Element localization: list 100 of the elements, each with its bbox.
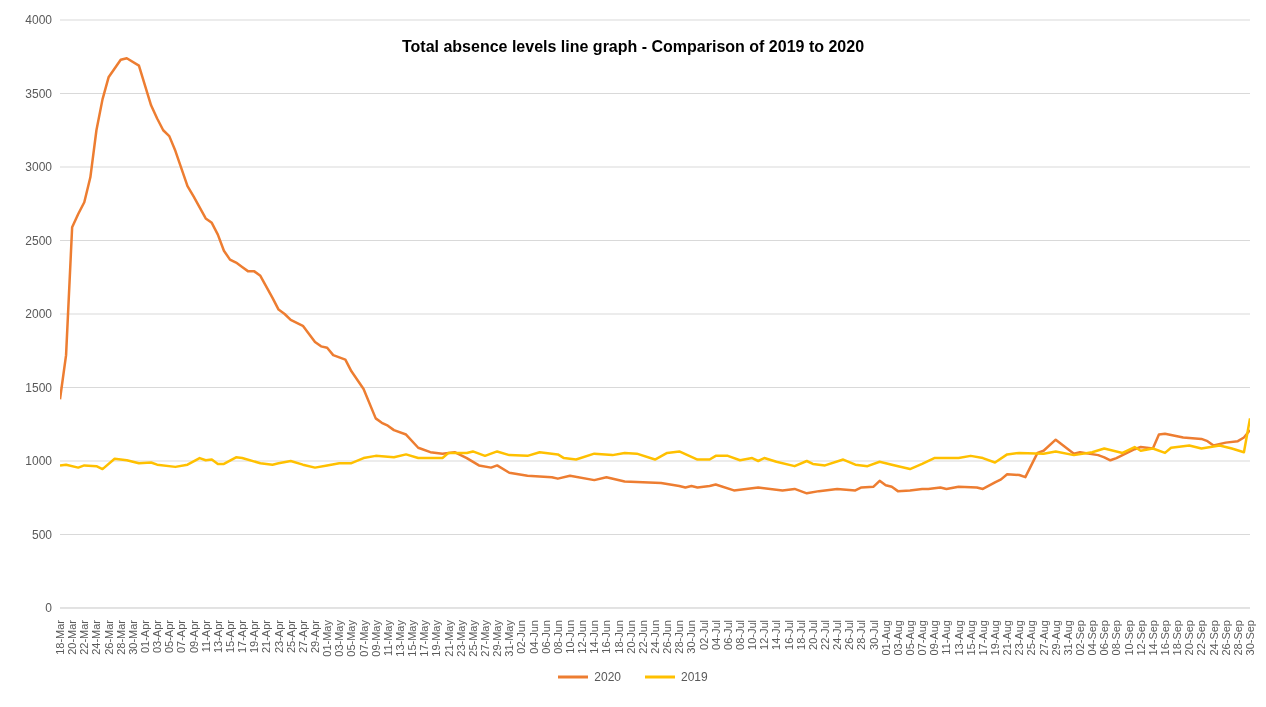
x-tick-label: 28-Jul	[855, 620, 868, 650]
x-tick-label: 06-Jun	[539, 620, 552, 654]
x-tick-label: 04-Sep	[1086, 620, 1099, 656]
y-tick-label: 2000	[25, 307, 53, 322]
line-series	[60, 56, 1250, 495]
x-tick-label: 10-Jul	[746, 620, 759, 650]
x-tick-label: 22-Jun	[636, 620, 649, 654]
x-tick-label: 22-Sep	[1195, 620, 1208, 656]
x-tick-label: 20-Sep	[1183, 620, 1196, 656]
x-tick-label: 05-Apr	[163, 619, 176, 654]
x-tick-label: 31-May	[503, 619, 516, 657]
x-tick-label: 25-Aug	[1025, 620, 1038, 656]
x-tick-label: 25-May	[466, 619, 479, 657]
x-tick-label: 03-Apr	[151, 619, 164, 654]
x-tick-label: 02-Sep	[1074, 620, 1086, 656]
x-tick-label: 23-May	[454, 619, 467, 657]
x-tick-label: 09-May	[369, 619, 382, 657]
x-tick-label: 27-Apr	[296, 619, 309, 654]
x-tick-label: 21-Aug	[1001, 620, 1014, 656]
y-tick-label: 1000	[25, 454, 53, 469]
x-tick-label: 24-Jul	[831, 620, 844, 650]
x-tick-label: 09-Aug	[928, 620, 941, 656]
x-tick-label: 09-Apr	[187, 619, 200, 654]
x-tick-label: 01-May	[321, 619, 334, 657]
x-tick-label: 22-Jul	[819, 620, 831, 650]
x-tick-label: 18-Jul	[794, 620, 807, 650]
x-tick-label: 17-May	[418, 619, 431, 657]
x-tick-label: 12-Jul	[758, 620, 771, 650]
x-tick-label: 19-May	[430, 619, 443, 657]
x-tick-label: 01-Apr	[139, 619, 151, 654]
x-tick-label: 16-Jul	[782, 620, 795, 650]
x-tick-label: 24-Mar	[90, 619, 103, 655]
x-tick-label: 02-Jun	[515, 620, 528, 654]
x-tick-label: 30-Jun	[685, 620, 698, 654]
x-tick-label: 19-Aug	[989, 620, 1001, 656]
x-tick-label: 08-Sep	[1110, 620, 1123, 656]
x-tick-label: 15-Aug	[964, 620, 977, 656]
x-tick-label: 01-Aug	[879, 620, 892, 656]
y-tick-label: 0	[45, 601, 53, 616]
x-tick-label: 23-Apr	[272, 619, 285, 654]
x-tick-label: 27-May	[479, 619, 491, 657]
line-series	[60, 417, 1250, 471]
x-tick-label: 14-Sep	[1146, 620, 1159, 656]
x-tick-label: 10-Jun	[564, 620, 576, 654]
x-tick-label: 30-Mar	[126, 619, 139, 655]
x-tick-label: 08-Jul	[734, 620, 746, 650]
y-tick-label: 2500	[25, 233, 53, 248]
x-tick-label: 26-Jun	[661, 620, 674, 654]
x-tick-label: 29-Aug	[1049, 620, 1062, 656]
x-tick-label: 13-Aug	[952, 620, 965, 656]
x-tick-label: 29-May	[491, 619, 504, 657]
x-tick-label: 13-Apr	[211, 619, 224, 654]
x-tick-label: 24-Jun	[649, 620, 661, 654]
x-tick-label: 11-May	[381, 619, 394, 656]
x-tick-label: 26-Mar	[102, 619, 115, 655]
x-tick-label: 11-Aug	[940, 620, 953, 655]
x-tick-label: 04-Jul	[709, 620, 722, 650]
x-tick-label: 07-Apr	[175, 619, 188, 654]
x-tick-label: 18-Sep	[1171, 620, 1184, 656]
x-tick-label: 19-Apr	[248, 619, 261, 654]
x-tick-label: 30-Sep	[1244, 620, 1256, 656]
y-tick-label: 3500	[25, 86, 53, 101]
x-tick-label: 15-May	[406, 619, 419, 657]
x-tick-label: 12-Jun	[576, 620, 589, 654]
x-tick-label: 06-Sep	[1098, 620, 1111, 656]
x-tick-label: 28-Sep	[1231, 620, 1244, 656]
x-tick-label: 28-Mar	[114, 619, 127, 655]
y-tick-label: 500	[31, 527, 53, 542]
y-tick-label: 1500	[25, 380, 53, 395]
x-tick-label: 06-Jul	[721, 620, 734, 650]
x-tick-label: 23-Aug	[1013, 620, 1026, 656]
x-tick-label: 29-Apr	[309, 619, 321, 654]
x-tick-label: 02-Jul	[697, 620, 710, 650]
x-tick-label: 03-May	[333, 619, 346, 657]
x-tick-label: 21-Apr	[260, 619, 273, 654]
x-tick-label: 11-Apr	[199, 619, 212, 653]
x-tick-label: 26-Jul	[843, 620, 856, 650]
x-tick-label: 07-May	[357, 619, 370, 657]
x-tick-label: 25-Apr	[284, 619, 297, 654]
x-tick-label: 04-Jun	[527, 620, 540, 654]
x-tick-label: 28-Jun	[673, 620, 686, 654]
x-tick-label: 05-Aug	[904, 620, 916, 656]
x-tick-label: 18-Mar	[54, 619, 66, 655]
x-tick-label: 17-Apr	[236, 619, 249, 654]
x-tick-label: 08-Jun	[551, 620, 564, 654]
x-tick-label: 17-Aug	[976, 620, 989, 656]
x-tick-label: 22-Mar	[78, 619, 91, 655]
x-tick-label: 31-Aug	[1061, 620, 1074, 656]
y-tick-label: 4000	[25, 13, 53, 28]
legend-label: 2020	[594, 670, 621, 684]
x-tick-label: 26-Sep	[1219, 620, 1232, 656]
x-tick-label: 24-Sep	[1207, 620, 1220, 656]
text: Total absence levels line graph - Comparison of 2019 to 2020	[400, 38, 866, 56]
x-tick-label: 20-Jul	[806, 620, 819, 650]
x-tick-label: 13-May	[394, 619, 406, 657]
x-tick-label: 21-May	[442, 619, 455, 657]
x-tick-label: 16-Jun	[600, 620, 613, 654]
x-tick-label: 12-Sep	[1134, 620, 1147, 656]
x-tick-label: 16-Sep	[1159, 620, 1171, 656]
x-tick-label: 27-Aug	[1037, 620, 1050, 656]
